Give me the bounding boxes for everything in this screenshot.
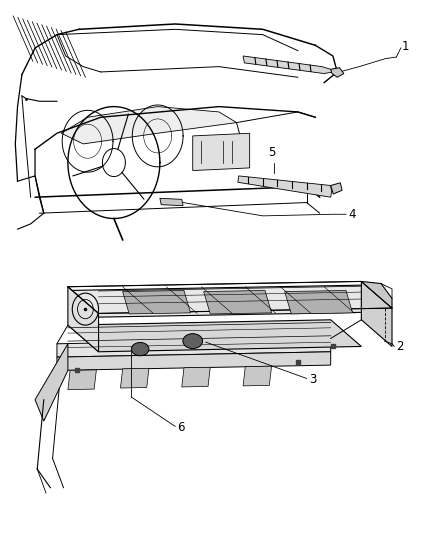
Polygon shape (243, 366, 272, 386)
Polygon shape (182, 367, 210, 387)
Polygon shape (193, 133, 250, 171)
Polygon shape (160, 198, 183, 206)
Polygon shape (238, 176, 332, 197)
Polygon shape (361, 281, 392, 308)
Polygon shape (57, 338, 331, 357)
Text: 4: 4 (348, 208, 356, 221)
Polygon shape (35, 344, 68, 421)
Polygon shape (243, 56, 333, 74)
Text: 5: 5 (268, 146, 275, 159)
Polygon shape (68, 370, 96, 390)
Text: 6: 6 (177, 421, 185, 434)
Polygon shape (361, 281, 392, 346)
Polygon shape (68, 320, 361, 352)
Polygon shape (68, 287, 99, 352)
Polygon shape (331, 183, 342, 194)
Polygon shape (204, 290, 272, 314)
Text: 3: 3 (309, 373, 316, 386)
Polygon shape (331, 68, 344, 77)
Text: 2: 2 (396, 341, 404, 353)
Polygon shape (285, 290, 353, 314)
Polygon shape (123, 290, 191, 314)
Text: 1: 1 (402, 41, 410, 53)
Polygon shape (68, 285, 392, 317)
Polygon shape (57, 352, 331, 370)
Ellipse shape (131, 343, 149, 356)
Polygon shape (120, 368, 149, 388)
Ellipse shape (183, 334, 202, 349)
Polygon shape (61, 107, 237, 144)
